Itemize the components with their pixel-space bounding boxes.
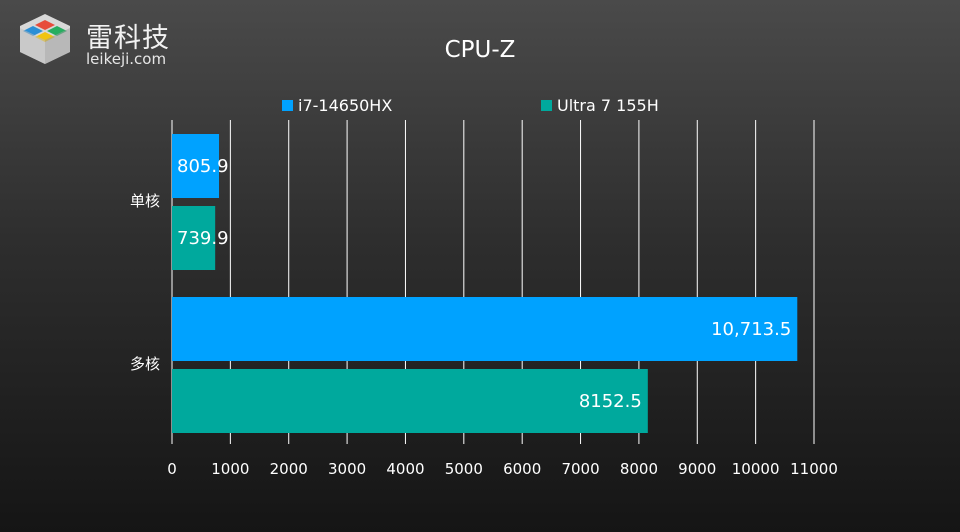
legend-label: i7-14650HX: [298, 96, 392, 115]
x-tick-label: 9000: [678, 460, 716, 478]
x-tick-label: 2000: [270, 460, 308, 478]
y-category-label: 单核: [130, 192, 160, 210]
brand-logo: 雷科技 leikeji.com: [16, 10, 186, 70]
x-tick-label: 3000: [328, 460, 366, 478]
bar: [172, 134, 220, 198]
x-tick-label: 7000: [561, 460, 599, 478]
data-label: 8152.5: [579, 391, 642, 412]
bar: [172, 206, 216, 270]
legend-label: Ultra 7 155H: [557, 96, 659, 115]
logo-cube-icon: [20, 14, 70, 64]
y-category-label: 多核: [130, 355, 160, 373]
data-label: 739.9: [177, 228, 229, 249]
legend-swatch: [282, 100, 293, 111]
x-tick-label: 8000: [620, 460, 658, 478]
x-tick-label: 4000: [386, 460, 424, 478]
bar: [172, 369, 648, 433]
x-tick-label: 0: [167, 460, 177, 478]
x-tick-label: 6000: [503, 460, 541, 478]
x-tick-label: 5000: [445, 460, 483, 478]
chart-title: CPU-Z: [445, 37, 516, 63]
legend-swatch: [541, 100, 552, 111]
x-tick-label: 10000: [732, 460, 780, 478]
brand-url: leikeji.com: [86, 50, 167, 68]
x-tick-label: 11000: [790, 460, 838, 478]
x-tick-label: 1000: [211, 460, 249, 478]
data-label: 805.9: [177, 156, 229, 177]
bar: [172, 297, 798, 361]
brand-name: 雷科技: [86, 23, 170, 54]
data-label: 10,713.5: [711, 319, 791, 340]
